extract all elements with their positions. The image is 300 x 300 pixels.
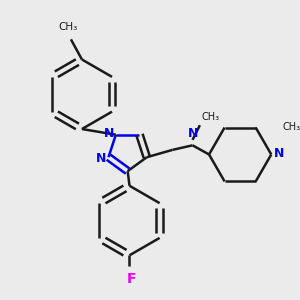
Text: F: F (127, 272, 136, 286)
Text: CH₃: CH₃ (202, 112, 220, 122)
Text: N: N (95, 152, 106, 165)
Text: N: N (188, 127, 198, 140)
Text: N: N (274, 147, 284, 160)
Text: CH₃: CH₃ (282, 122, 300, 132)
Text: N: N (103, 127, 114, 140)
Text: CH₃: CH₃ (58, 22, 78, 32)
